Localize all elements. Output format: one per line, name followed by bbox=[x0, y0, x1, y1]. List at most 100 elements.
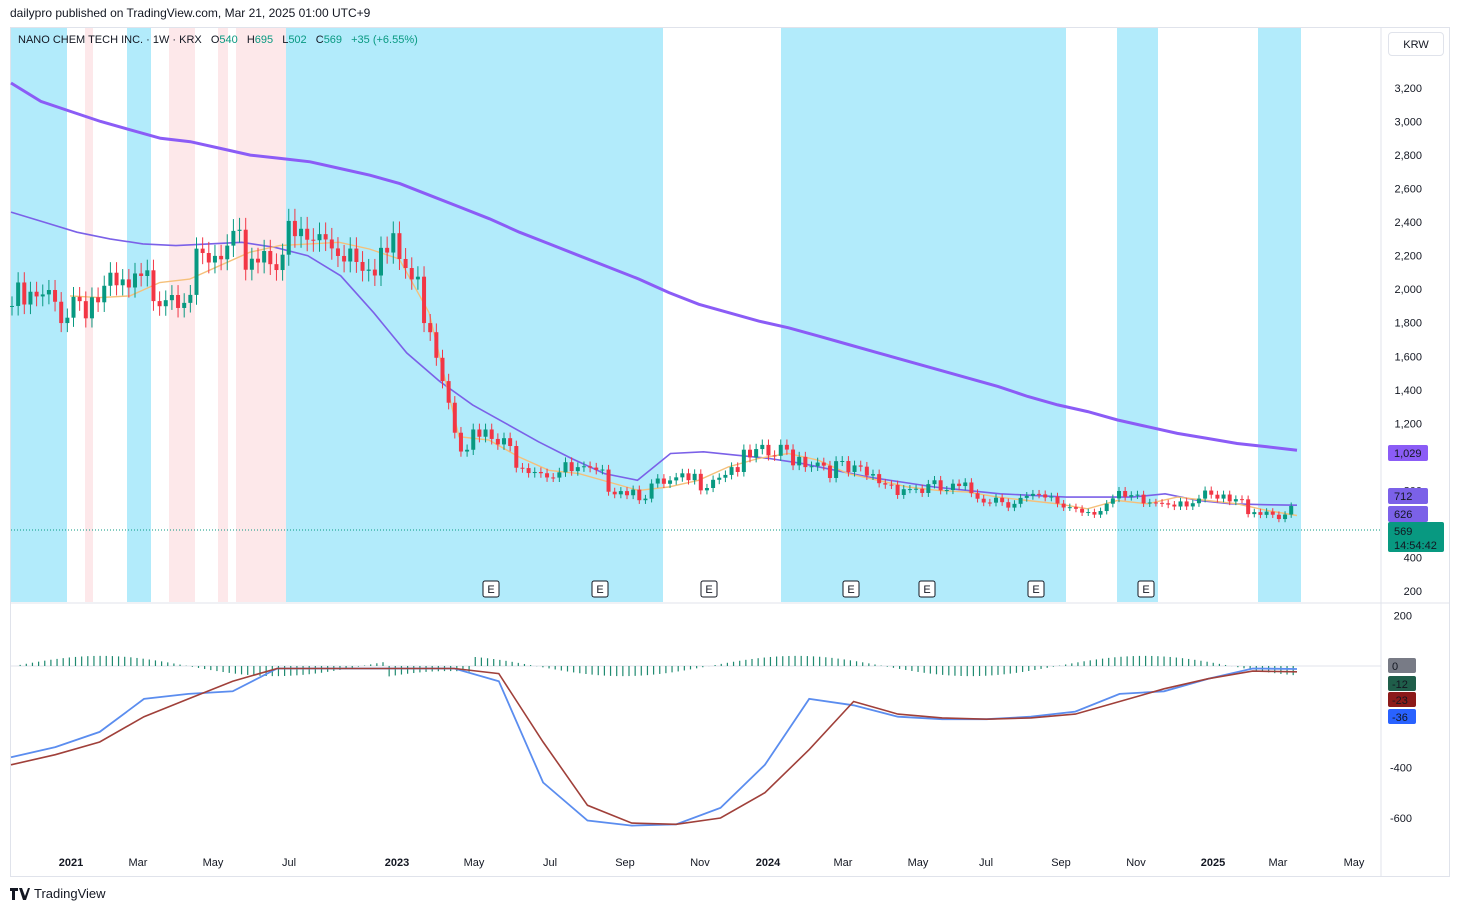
earnings-marker-box bbox=[1137, 580, 1155, 598]
earnings-marker-label: E bbox=[1032, 584, 1039, 596]
macd-third-label: -36 bbox=[1392, 712, 1408, 724]
candle-body bbox=[944, 490, 949, 492]
candle-body bbox=[889, 484, 894, 486]
candle-body bbox=[194, 248, 199, 295]
change-value: +35 (+6.55%) bbox=[351, 34, 418, 46]
candle-body bbox=[71, 296, 76, 318]
candle-body bbox=[846, 460, 851, 472]
macd-hist-label-bg bbox=[1388, 658, 1416, 673]
candle-body bbox=[840, 460, 845, 462]
low-value: 502 bbox=[288, 34, 307, 46]
candle-body bbox=[434, 332, 439, 358]
candle-body bbox=[1092, 512, 1097, 515]
candle-body bbox=[704, 488, 709, 491]
candle-body bbox=[618, 491, 623, 495]
earnings-marker-box bbox=[842, 580, 860, 598]
candle-body bbox=[89, 297, 94, 319]
candle-body bbox=[114, 272, 119, 286]
candle-body bbox=[1209, 490, 1214, 495]
candle-body bbox=[901, 489, 906, 495]
candle-body bbox=[1196, 498, 1201, 504]
time-tick-label: Mar bbox=[129, 857, 148, 869]
ma-mid-price-label-bg bbox=[1388, 488, 1428, 504]
candle-body bbox=[803, 456, 808, 468]
footer-brand: TradingView bbox=[34, 886, 106, 901]
price-tick-label: 1,400 bbox=[1394, 385, 1422, 397]
candle-body bbox=[65, 317, 70, 324]
candle-body bbox=[311, 239, 316, 241]
tradingview-footer[interactable]: TradingView bbox=[10, 886, 106, 901]
candle-body bbox=[403, 258, 408, 269]
open-label: O bbox=[210, 34, 220, 46]
candle-body bbox=[594, 467, 599, 470]
candle-body bbox=[280, 254, 285, 271]
candle-body bbox=[514, 446, 519, 468]
candle-body bbox=[1012, 503, 1017, 508]
candle-body bbox=[188, 294, 193, 303]
earnings-marker-label: E bbox=[923, 584, 930, 596]
price-tick-label: 2,400 bbox=[1394, 217, 1422, 229]
candle-body bbox=[477, 429, 482, 437]
candle-body bbox=[1240, 499, 1244, 501]
last-price-badge-bg bbox=[1388, 522, 1444, 552]
currency-button[interactable]: KRW bbox=[1388, 32, 1444, 56]
time-tick-label: Sep bbox=[615, 857, 635, 869]
candle-body bbox=[1104, 503, 1109, 512]
candle-body bbox=[182, 302, 187, 308]
symbol-legend[interactable]: NANO CHEM TECH INC. · 1W · KRX O540 H695… bbox=[18, 34, 418, 46]
candle-body bbox=[274, 264, 279, 271]
highlight-band-cyan bbox=[127, 28, 151, 602]
candle-body bbox=[723, 474, 728, 478]
candle-body bbox=[163, 300, 168, 307]
price-tick-label: 3,200 bbox=[1394, 83, 1422, 95]
time-tick-label: 2024 bbox=[756, 857, 781, 869]
candle-body bbox=[729, 467, 734, 475]
candle-body bbox=[262, 251, 267, 263]
candle-body bbox=[581, 466, 586, 468]
candle-body bbox=[206, 253, 211, 263]
candle-body bbox=[176, 294, 181, 308]
candle-body bbox=[532, 471, 537, 474]
ma-mid-price-label: 712 bbox=[1394, 491, 1412, 503]
candle-body bbox=[465, 449, 470, 452]
candle-body bbox=[778, 444, 783, 456]
candle-body bbox=[791, 449, 796, 466]
macd-third-label-bg bbox=[1388, 709, 1416, 724]
candle-body bbox=[1129, 495, 1134, 497]
candle-body bbox=[83, 301, 88, 319]
candle-body bbox=[938, 480, 943, 491]
candle-body bbox=[126, 279, 131, 288]
price-tick-label: 2,000 bbox=[1394, 284, 1422, 296]
candle-body bbox=[852, 465, 857, 472]
ma-short-line bbox=[69, 241, 1298, 517]
candle-body bbox=[1086, 512, 1091, 514]
candle-body bbox=[1289, 506, 1294, 515]
candle-body bbox=[827, 465, 832, 478]
candle-body bbox=[286, 220, 291, 255]
ma-mid-line bbox=[10, 211, 1298, 506]
candle-body bbox=[1043, 494, 1048, 498]
highlight-band-pink bbox=[169, 28, 195, 602]
candle-body bbox=[950, 483, 955, 491]
candle-body bbox=[735, 467, 740, 472]
candle-body bbox=[557, 472, 562, 478]
candle-body bbox=[1160, 502, 1165, 504]
candle-body bbox=[1030, 493, 1035, 496]
candle-body bbox=[563, 462, 568, 473]
candle-body bbox=[809, 466, 814, 468]
candle-body bbox=[452, 402, 457, 433]
candle-body bbox=[926, 484, 931, 493]
candle-body bbox=[914, 488, 919, 490]
candle-body bbox=[784, 444, 789, 450]
highlight-band-cyan bbox=[286, 28, 312, 602]
candle-body bbox=[157, 301, 162, 307]
candle-body bbox=[1203, 490, 1208, 499]
candle-body bbox=[1276, 514, 1281, 520]
macd-value-label: -12 bbox=[1392, 679, 1408, 691]
last-price-label: 569 bbox=[1394, 526, 1412, 538]
candle-body bbox=[1184, 501, 1189, 507]
ma-long-price-label: 1,029 bbox=[1394, 448, 1422, 460]
time-tick-label: Nov bbox=[690, 857, 710, 869]
earnings-marker-box bbox=[591, 580, 609, 598]
